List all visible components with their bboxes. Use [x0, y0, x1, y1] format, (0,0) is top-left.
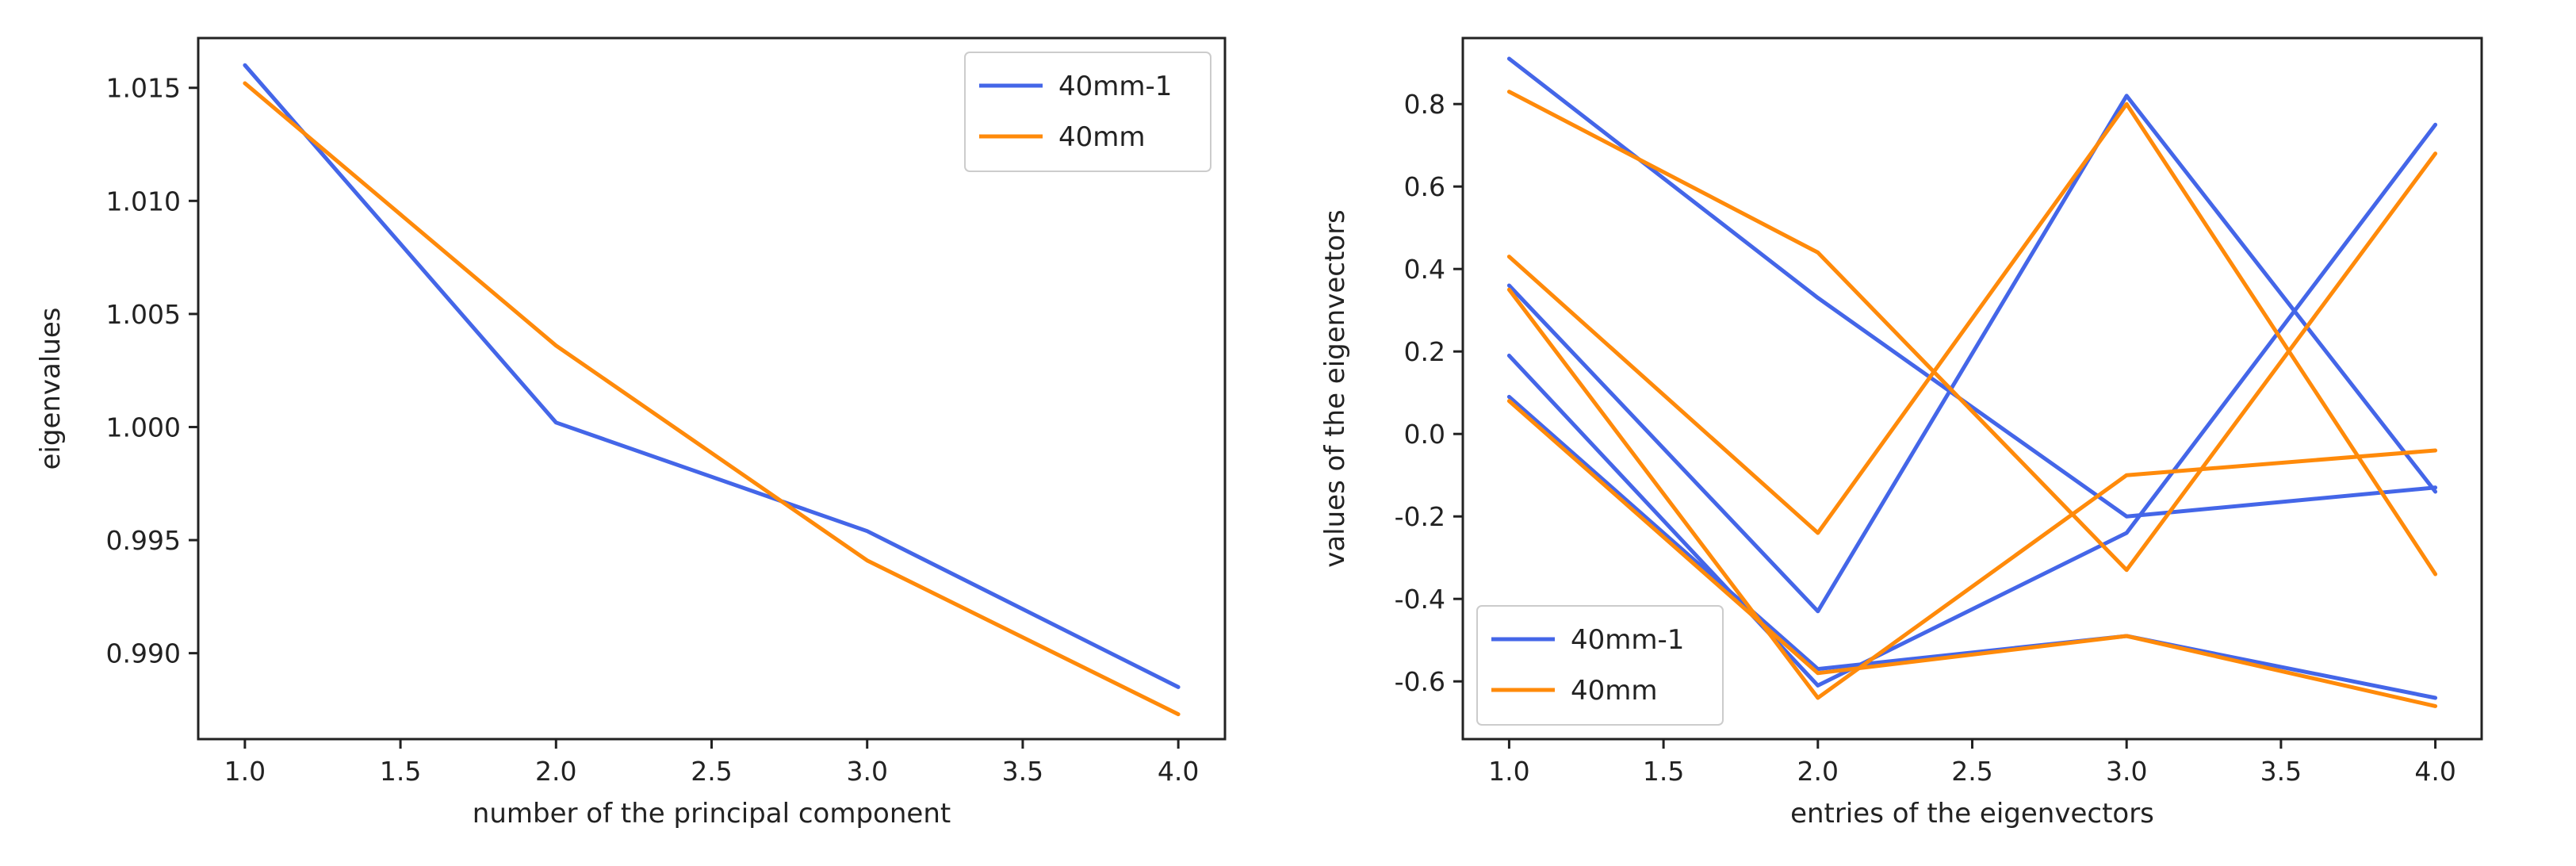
- chart-left-y-label: eigenvalues: [35, 308, 67, 470]
- y-tick-label: 0.4: [1404, 254, 1445, 285]
- series-line-40mm-2: [1506, 287, 2438, 700]
- series-line-40mm-1: [1506, 102, 2438, 577]
- x-tick-label: 1.5: [1643, 756, 1684, 787]
- chart-left-x-ticks: 1.0 1.5 2.0 2.5 3.0 3.5 4.0: [224, 739, 1199, 787]
- legend-label-40mm-1: 40mm-1: [1058, 71, 1172, 102]
- x-tick-label: 1.5: [380, 756, 421, 787]
- x-tick-label: 3.5: [1002, 756, 1043, 787]
- legend-label-40mm: 40mm: [1058, 121, 1146, 153]
- legend-label-40mm: 40mm: [1571, 675, 1658, 707]
- y-tick-label: 0.6: [1404, 171, 1445, 202]
- y-tick-label: -0.2: [1395, 501, 1445, 532]
- x-tick-label: 1.0: [1488, 756, 1529, 787]
- chart-right-y-ticks: -0.6 -0.4 -0.2 0.0 0.2 0.4 0.6 0.8: [1395, 89, 1463, 697]
- y-tick-label: 1.010: [106, 186, 181, 216]
- series-line-40mm-1-0: [1506, 56, 2438, 519]
- series-line-40mm-0: [1506, 90, 2438, 573]
- chart-right-lines: [1506, 56, 2438, 708]
- y-tick-label: 0.0: [1404, 419, 1445, 450]
- chart-left-x-label: number of the principal component: [473, 798, 951, 830]
- series-line-40mm-1-1: [1506, 94, 2438, 614]
- x-tick-label: 2.5: [1951, 756, 1992, 787]
- series-line-40mm-3: [1506, 399, 2438, 708]
- series-line-40mm-0: [243, 81, 1181, 717]
- y-tick-label: 0.2: [1404, 336, 1445, 367]
- chart-right-x-label: entries of the eigenvectors: [1790, 798, 2154, 830]
- x-tick-label: 2.0: [535, 756, 576, 787]
- x-tick-label: 2.0: [1797, 756, 1839, 787]
- y-tick-label: -0.6: [1395, 666, 1445, 697]
- y-tick-label: 0.995: [106, 525, 181, 556]
- chart-left-lines: [243, 63, 1181, 717]
- chart-left-y-ticks: 0.990 0.995 1.000 1.005 1.010 1.015: [106, 73, 198, 669]
- chart-right-x-ticks: 1.0 1.5 2.0 2.5 3.0 3.5 4.0: [1488, 739, 2456, 787]
- y-tick-label: 1.015: [106, 73, 181, 104]
- x-tick-label: 4.0: [2414, 756, 2455, 787]
- x-tick-label: 2.5: [691, 756, 732, 787]
- series-line-40mm-1-3: [1506, 394, 2438, 700]
- chart-right-y-label: values of the eigenvectors: [1319, 209, 1351, 568]
- legend-label-40mm-1: 40mm-1: [1571, 624, 1684, 656]
- y-tick-label: 1.005: [106, 299, 181, 330]
- series-line-40mm-1-0: [243, 63, 1181, 689]
- y-tick-label: 1.000: [106, 412, 181, 443]
- x-tick-label: 3.5: [2260, 756, 2302, 787]
- chart-left: 1.0 1.5 2.0 2.5 3.0 3.5 4.0 0.990 0.995 1.000 1.0…: [35, 36, 1227, 830]
- chart-left-legend: 40mm-1 40mm: [964, 52, 1211, 172]
- x-tick-label: 3.0: [846, 756, 887, 787]
- series-line-40mm-1-2: [1506, 122, 2438, 688]
- x-tick-label: 3.0: [2106, 756, 2147, 787]
- y-tick-label: -0.4: [1395, 584, 1445, 615]
- chart-right-legend: 40mm-1 40mm: [1476, 605, 1724, 726]
- y-tick-label: 0.8: [1404, 89, 1445, 120]
- x-tick-label: 4.0: [1158, 756, 1199, 787]
- x-tick-label: 1.0: [224, 756, 266, 787]
- chart-right: 1.0 1.5 2.0 2.5 3.0 3.5 4.0 -0.6 -0.4 -0.2 0.0 0.2…: [1319, 36, 2483, 830]
- y-tick-label: 0.990: [106, 638, 181, 669]
